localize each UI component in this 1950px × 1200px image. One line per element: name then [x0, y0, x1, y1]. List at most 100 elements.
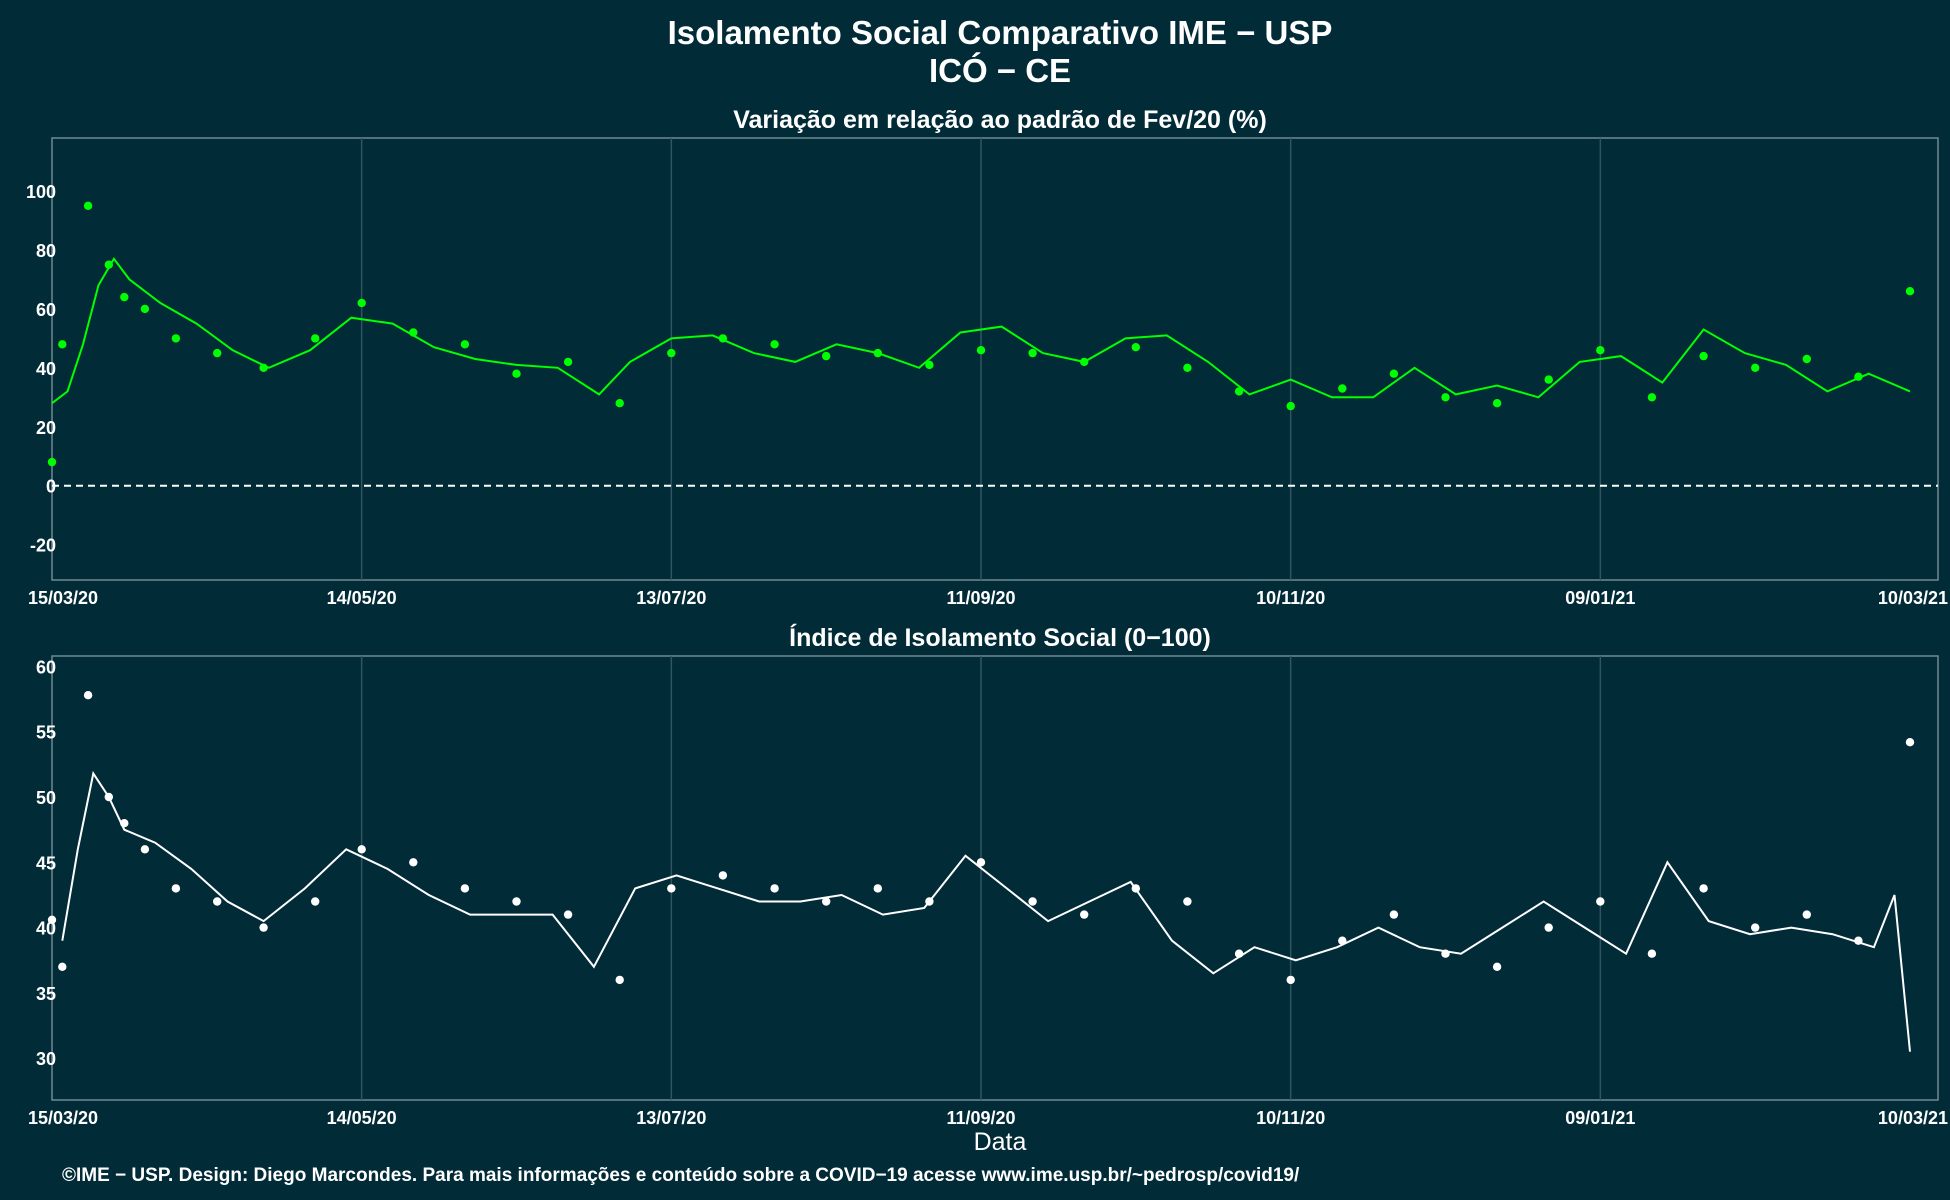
x-tick-label: 15/03/20: [28, 1108, 98, 1128]
data-point: [822, 351, 831, 361]
x-tick-label: 15/03/20: [28, 588, 98, 608]
data-point: [104, 792, 114, 802]
data-point: [1647, 393, 1657, 402]
data-point: [667, 884, 676, 893]
data-point: [976, 858, 986, 867]
y-tick-label: 30: [36, 1049, 56, 1069]
data-point: [1751, 923, 1760, 932]
data-point: [1183, 363, 1192, 372]
data-point: [311, 897, 320, 906]
data-point: [718, 871, 728, 880]
panel1-title: Variação em relação ao padrão de Fev/20 …: [733, 106, 1267, 134]
plot-frame: [51, 137, 1939, 581]
y-tick-label: 0: [46, 477, 56, 497]
y-tick-label: 45: [36, 853, 56, 873]
data-point: [311, 334, 320, 343]
data-point: [47, 915, 57, 924]
x-tick-label: 09/01/21: [1565, 1108, 1635, 1128]
data-point: [770, 884, 779, 893]
data-point: [1080, 357, 1089, 367]
panel-variation: 15/03/20 14/05/20 13/07/20 11/09/20 10/11/20…: [26, 137, 1948, 608]
x-tick-label: 10/11/20: [1256, 1108, 1325, 1128]
x-tick-label: 10/11/20: [1256, 588, 1325, 608]
data-point: [47, 457, 57, 467]
y-tick-label: 100: [26, 182, 56, 202]
data-point: [1389, 910, 1399, 919]
data-point: [770, 340, 779, 349]
footer-caption: ©IME − USP. Design: Diego Marcondes. Par…: [62, 1165, 1300, 1186]
data-point: [1080, 910, 1089, 919]
data-point: [104, 260, 114, 269]
data-point: [83, 201, 93, 210]
x-tick-label: 14/05/20: [327, 1108, 397, 1128]
data-point: [1492, 399, 1502, 408]
data-point: [512, 369, 521, 378]
data-point: [460, 884, 470, 893]
data-point: [1699, 884, 1708, 893]
data-point: [357, 845, 366, 854]
data-point: [409, 858, 418, 867]
data-point: [873, 348, 882, 358]
x-tick-label: 13/07/20: [636, 1108, 706, 1128]
y-tick-label: 80: [36, 241, 56, 261]
data-point: [615, 975, 624, 985]
x-tick-label: 14/05/20: [327, 588, 397, 608]
data-point: [140, 845, 150, 854]
data-point: [120, 292, 129, 302]
y-tick-label: 40: [36, 359, 56, 379]
data-point: [1905, 738, 1915, 747]
x-tick-label: 10/03/21: [1878, 588, 1948, 608]
data-point: [1544, 375, 1553, 384]
y-tick-label: 60: [36, 300, 56, 320]
x-tick-label: 11/09/20: [946, 588, 1015, 608]
data-point: [58, 962, 67, 971]
data-point: [976, 346, 986, 355]
data-point: [357, 298, 366, 308]
data-point: [563, 357, 573, 367]
data-point: [563, 910, 573, 919]
x-axis-title: Data: [974, 1128, 1027, 1156]
data-point: [615, 399, 624, 408]
data-point: [873, 884, 882, 893]
page-subtitle-location: ICÓ − CE: [929, 52, 1071, 89]
data-point: [460, 340, 470, 349]
data-point: [1596, 346, 1605, 355]
data-point: [1389, 369, 1399, 378]
data-point: [259, 363, 268, 372]
data-point: [1854, 372, 1863, 381]
y-tick-label: 55: [36, 723, 56, 743]
data-point: [259, 923, 268, 932]
data-point: [1441, 949, 1450, 958]
data-point: [1286, 401, 1295, 411]
y-tick-label: -20: [30, 536, 56, 556]
data-point: [1234, 949, 1244, 958]
data-point: [140, 304, 150, 314]
data-point: [1854, 936, 1863, 945]
data-point: [171, 884, 181, 893]
data-point: [1338, 384, 1347, 393]
data-point: [1492, 962, 1502, 971]
panel-index: 15/03/20 14/05/20 13/07/20 11/09/20 10/11/20…: [28, 655, 1948, 1128]
data-point: [1131, 343, 1141, 352]
x-tick-label: 11/09/20: [946, 1108, 1015, 1128]
plot-frame: [51, 655, 1939, 1101]
page-title: Isolamento Social Comparativo IME − USP: [668, 14, 1333, 51]
data-point: [1234, 387, 1244, 396]
panel2-title: Índice de Isolamento Social (0−100): [789, 623, 1211, 652]
data-point: [1183, 897, 1192, 906]
data-point: [213, 897, 222, 906]
y-tick-label: 50: [36, 788, 56, 808]
data-point: [1131, 884, 1141, 893]
data-point: [83, 691, 93, 700]
data-point: [667, 348, 676, 358]
data-point: [1802, 910, 1812, 919]
data-point: [1028, 897, 1037, 906]
data-point: [58, 340, 67, 349]
data-point: [171, 334, 181, 343]
data-point: [718, 334, 728, 343]
x-tick-label: 09/01/21: [1565, 588, 1635, 608]
data-point: [409, 328, 418, 337]
data-point: [1596, 897, 1605, 906]
data-point: [822, 897, 831, 906]
